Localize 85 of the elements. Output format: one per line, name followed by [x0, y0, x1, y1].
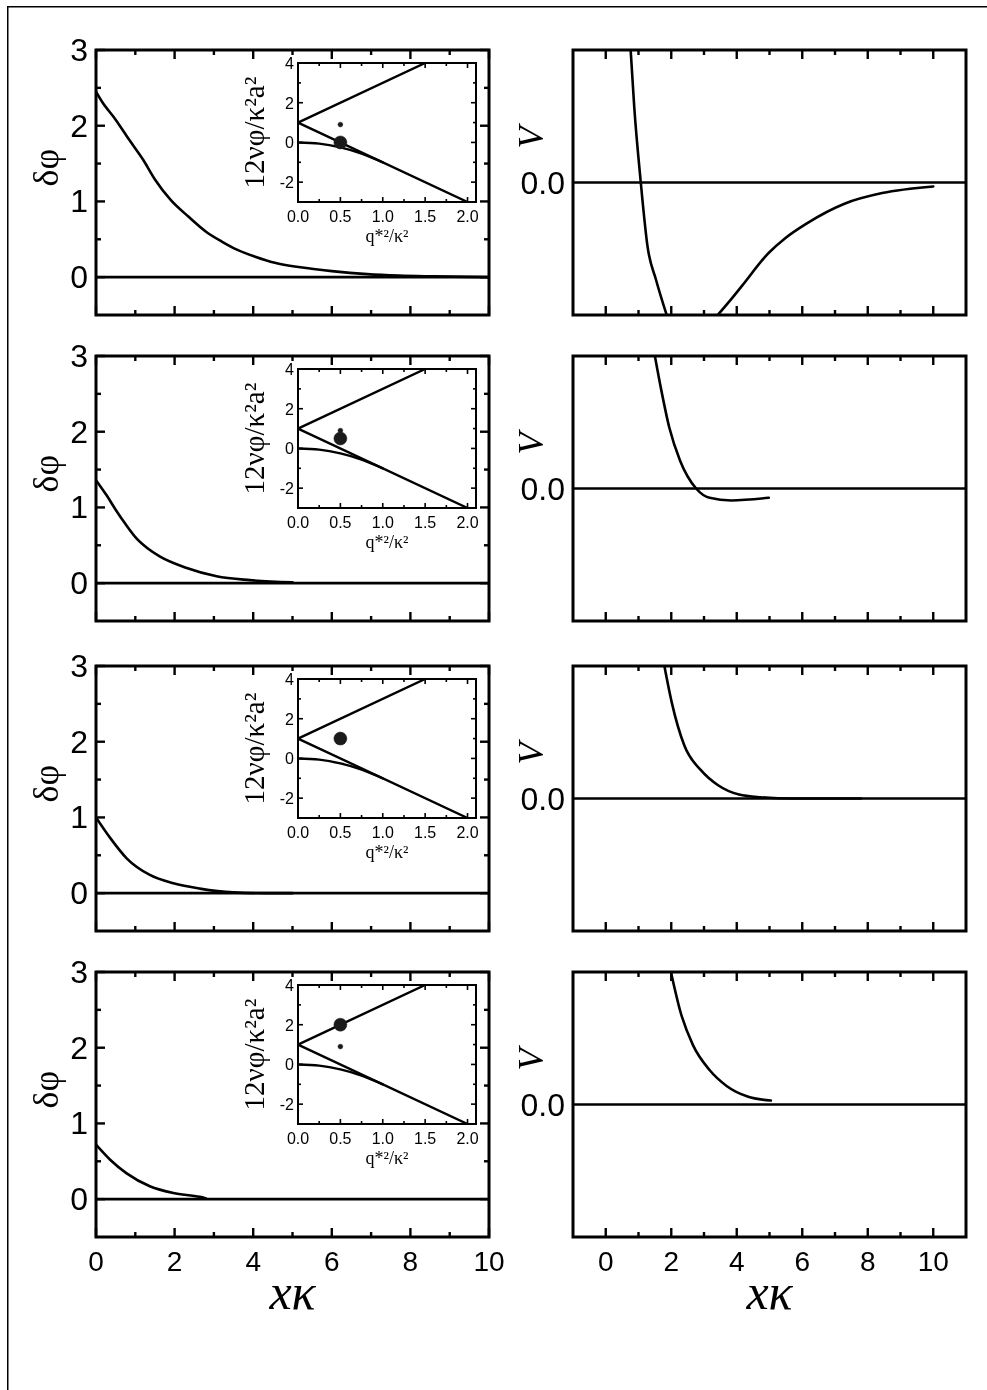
y-tick-label: 2 [285, 710, 295, 728]
x-tick-label: 1.5 [414, 1129, 437, 1147]
y-tick-label: 0 [70, 1181, 88, 1218]
x-tick-label: 1.5 [414, 823, 437, 841]
y-tick-label: -2 [279, 1095, 295, 1113]
y-tick-label: 3 [70, 338, 88, 374]
x-tick-label: 2.0 [456, 513, 479, 531]
x-axis-title: q*²/κ² [365, 532, 409, 552]
x-axis-title: q*²/κ² [365, 226, 409, 246]
ref-line-label: 0.0 [520, 1086, 565, 1123]
y-tick-label: 2 [70, 723, 88, 760]
y-tick-label: 0 [70, 875, 88, 912]
x-tick-label: 2.0 [456, 207, 479, 225]
y-tick-label: 4 [285, 670, 295, 688]
x-tick-label: 0.0 [286, 207, 310, 225]
x-tick-label: 10 [473, 1245, 505, 1277]
x-tick-label: 4 [728, 1245, 745, 1277]
x-tick-label: 0.0 [286, 823, 310, 841]
ref-line-label: 0.0 [520, 470, 565, 507]
y-tick-label: 3 [70, 648, 88, 684]
x-tick-label: 8 [402, 1245, 419, 1277]
y-tick-label: -2 [279, 173, 295, 191]
y-tick-label: 2 [285, 1016, 295, 1034]
y-tick-label: 4 [285, 360, 295, 378]
x-tick-label: 1.0 [371, 1129, 394, 1147]
y-tick-label: 3 [70, 32, 88, 68]
y-tick-label: 0 [70, 565, 88, 602]
x-tick-label: 8 [859, 1245, 876, 1277]
y-tick-label: 1 [70, 1105, 88, 1142]
y-tick-label: -2 [279, 789, 295, 807]
y-tick-label: 2 [285, 94, 295, 112]
x-axis-title: q*²/κ² [365, 842, 409, 862]
y-tick-label: 0 [285, 439, 295, 457]
y-axis-title: 12νφ/κ²a² [238, 692, 270, 805]
y-axis-title: 12νφ/κ²a² [238, 998, 270, 1111]
y-tick-label: 4 [285, 976, 295, 994]
y-axis-title: δφ [26, 454, 66, 493]
y-tick-label: -2 [279, 479, 295, 497]
x-tick-label: 10 [917, 1245, 949, 1277]
x-axis-title: xκ [745, 1264, 794, 1320]
x-tick-label: 6 [794, 1245, 811, 1277]
y-tick-label: 0 [285, 749, 295, 767]
ref-line-label: 0.0 [520, 780, 565, 817]
y-tick-label: 4 [285, 54, 295, 72]
y-tick-label: 0 [285, 133, 295, 151]
y-tick-label: 0 [285, 1055, 295, 1073]
y-tick-label: 2 [70, 413, 88, 450]
x-tick-label: 0 [597, 1245, 614, 1277]
ref-line-label: 0.0 [520, 164, 565, 201]
x-tick-label: 2 [166, 1245, 183, 1277]
y-tick-label: 1 [70, 489, 88, 526]
x-tick-label: 1.0 [371, 823, 394, 841]
y-tick-label: 1 [70, 799, 88, 836]
x-tick-label: 0.5 [329, 513, 352, 531]
x-tick-label: 1.5 [414, 207, 437, 225]
x-tick-label: 0.0 [286, 513, 310, 531]
y-tick-label: 2 [285, 400, 295, 418]
x-tick-label: 1.5 [414, 513, 437, 531]
y-axis-title: 12νφ/κ²a² [238, 382, 270, 495]
x-tick-label: 0.5 [329, 823, 352, 841]
x-tick-label: 2.0 [456, 1129, 479, 1147]
y-tick-label: 2 [70, 107, 88, 144]
x-axis-title: xκ [268, 1264, 317, 1320]
y-axis-title: V [511, 428, 551, 455]
x-axis-title: q*²/κ² [365, 1148, 409, 1168]
y-axis-title: V [511, 122, 551, 149]
x-tick-label: 0.5 [329, 207, 352, 225]
x-tick-label: 2.0 [456, 823, 479, 841]
y-tick-label: 0 [70, 259, 88, 296]
y-tick-label: 2 [70, 1029, 88, 1066]
y-tick-label: 3 [70, 954, 88, 990]
y-axis-title: δφ [26, 764, 66, 803]
x-tick-label: 1.0 [371, 513, 394, 531]
y-axis-title: V [511, 1044, 551, 1071]
x-tick-label: 6 [324, 1245, 340, 1277]
y-axis-title: δφ [26, 1070, 66, 1109]
y-axis-title: δφ [26, 148, 66, 187]
x-tick-label: 1.0 [371, 207, 394, 225]
x-tick-label: 0.5 [329, 1129, 352, 1147]
y-tick-label: 1 [70, 183, 88, 220]
x-tick-label: 0.0 [286, 1129, 310, 1147]
x-tick-label: 2 [663, 1245, 680, 1277]
x-tick-label: 4 [245, 1245, 261, 1277]
y-axis-title: 12νφ/κ²a² [238, 76, 270, 189]
y-axis-title: V [511, 738, 551, 765]
